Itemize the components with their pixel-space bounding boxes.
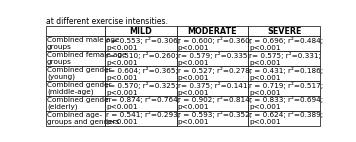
Bar	[46, 26, 105, 36]
Text: r= 0.604; r²=0.365;
p<0.001: r= 0.604; r²=0.365; p<0.001	[106, 67, 178, 81]
Bar	[177, 66, 248, 81]
Bar	[105, 66, 177, 81]
Text: Combined age-
groups and genders: Combined age- groups and genders	[47, 112, 119, 125]
Bar	[177, 26, 248, 36]
Text: at different exercise intensities.: at different exercise intensities.	[46, 17, 168, 26]
Bar	[105, 81, 177, 96]
Bar	[105, 36, 177, 51]
Text: MODERATE: MODERATE	[188, 27, 237, 36]
Bar	[177, 51, 248, 66]
Bar	[105, 26, 177, 36]
Bar	[248, 66, 320, 81]
Text: r= 0.579; r²=0.335;
p<0.001: r= 0.579; r²=0.335; p<0.001	[178, 52, 250, 66]
Text: MILD: MILD	[129, 27, 152, 36]
Bar	[177, 36, 248, 51]
Bar	[248, 96, 320, 111]
Text: Combined gender
(middle-age): Combined gender (middle-age)	[47, 82, 112, 95]
Text: r = 0.902; r²=0.814;
p<0.001: r = 0.902; r²=0.814; p<0.001	[178, 96, 252, 110]
Bar	[46, 36, 105, 51]
Bar	[248, 111, 320, 126]
Text: Combined female age
groups: Combined female age groups	[47, 52, 126, 65]
Text: r= 0.510; r²=0.260;
p<0.001: r= 0.510; r²=0.260; p<0.001	[106, 52, 178, 66]
Bar	[46, 96, 105, 111]
Text: Combined gender
(young): Combined gender (young)	[47, 67, 112, 80]
Bar	[46, 66, 105, 81]
Text: Combined gender
(elderly): Combined gender (elderly)	[47, 97, 112, 110]
Bar	[105, 96, 177, 111]
Bar	[248, 81, 320, 96]
Bar	[177, 96, 248, 111]
Text: r = 0.624; r²=0.389;
p<0.001: r = 0.624; r²=0.389; p<0.001	[250, 111, 324, 125]
Bar	[105, 51, 177, 66]
Bar	[46, 111, 105, 126]
Text: r = 0.874; r²=0.764;
p<0.001: r = 0.874; r²=0.764; p<0.001	[106, 96, 180, 110]
Text: r = 0.593; r²=0.352;
p<0.001: r = 0.593; r²=0.352; p<0.001	[178, 111, 252, 125]
Text: r = 0.719; r²=0.517;
p<0.001: r = 0.719; r²=0.517; p<0.001	[250, 82, 324, 96]
Bar	[46, 51, 105, 66]
Text: r= 0.575; r²=0.331;
p<0.001: r= 0.575; r²=0.331; p<0.001	[250, 52, 321, 66]
Text: r = 0.833; r²=0.694;
p<0.001: r = 0.833; r²=0.694; p<0.001	[250, 96, 324, 110]
Bar	[177, 81, 248, 96]
Bar	[46, 81, 105, 96]
Bar	[248, 36, 320, 51]
Text: SEVERE: SEVERE	[267, 27, 301, 36]
Text: Combined male age
groups: Combined male age groups	[47, 37, 120, 50]
Text: r= 0.570; r²=0.325;
p<0.001: r= 0.570; r²=0.325; p<0.001	[106, 82, 178, 96]
Bar	[248, 51, 320, 66]
Bar	[248, 26, 320, 36]
Bar	[105, 111, 177, 126]
Text: r = 0.600; r²=0.360;
p<0.001: r = 0.600; r²=0.360; p<0.001	[178, 37, 252, 51]
Bar	[177, 111, 248, 126]
Text: r = 0.527; r²=0.278;
p<0.001: r = 0.527; r²=0.278; p<0.001	[178, 67, 252, 81]
Text: r = 0.431; r²=0.186;
p<0.001: r = 0.431; r²=0.186; p<0.001	[250, 67, 324, 81]
Text: r = 0.553; r²=0.306;
p<0.001: r = 0.553; r²=0.306; p<0.001	[106, 37, 180, 51]
Text: r= 0.375; r²=0.141;
p<0.001: r= 0.375; r²=0.141; p<0.001	[178, 82, 250, 96]
Text: r = 0.541; r²=0.293;
p<0.001: r = 0.541; r²=0.293; p<0.001	[106, 111, 180, 125]
Text: r = 0.696; r²=0.484;
p<0.001: r = 0.696; r²=0.484; p<0.001	[250, 37, 324, 51]
